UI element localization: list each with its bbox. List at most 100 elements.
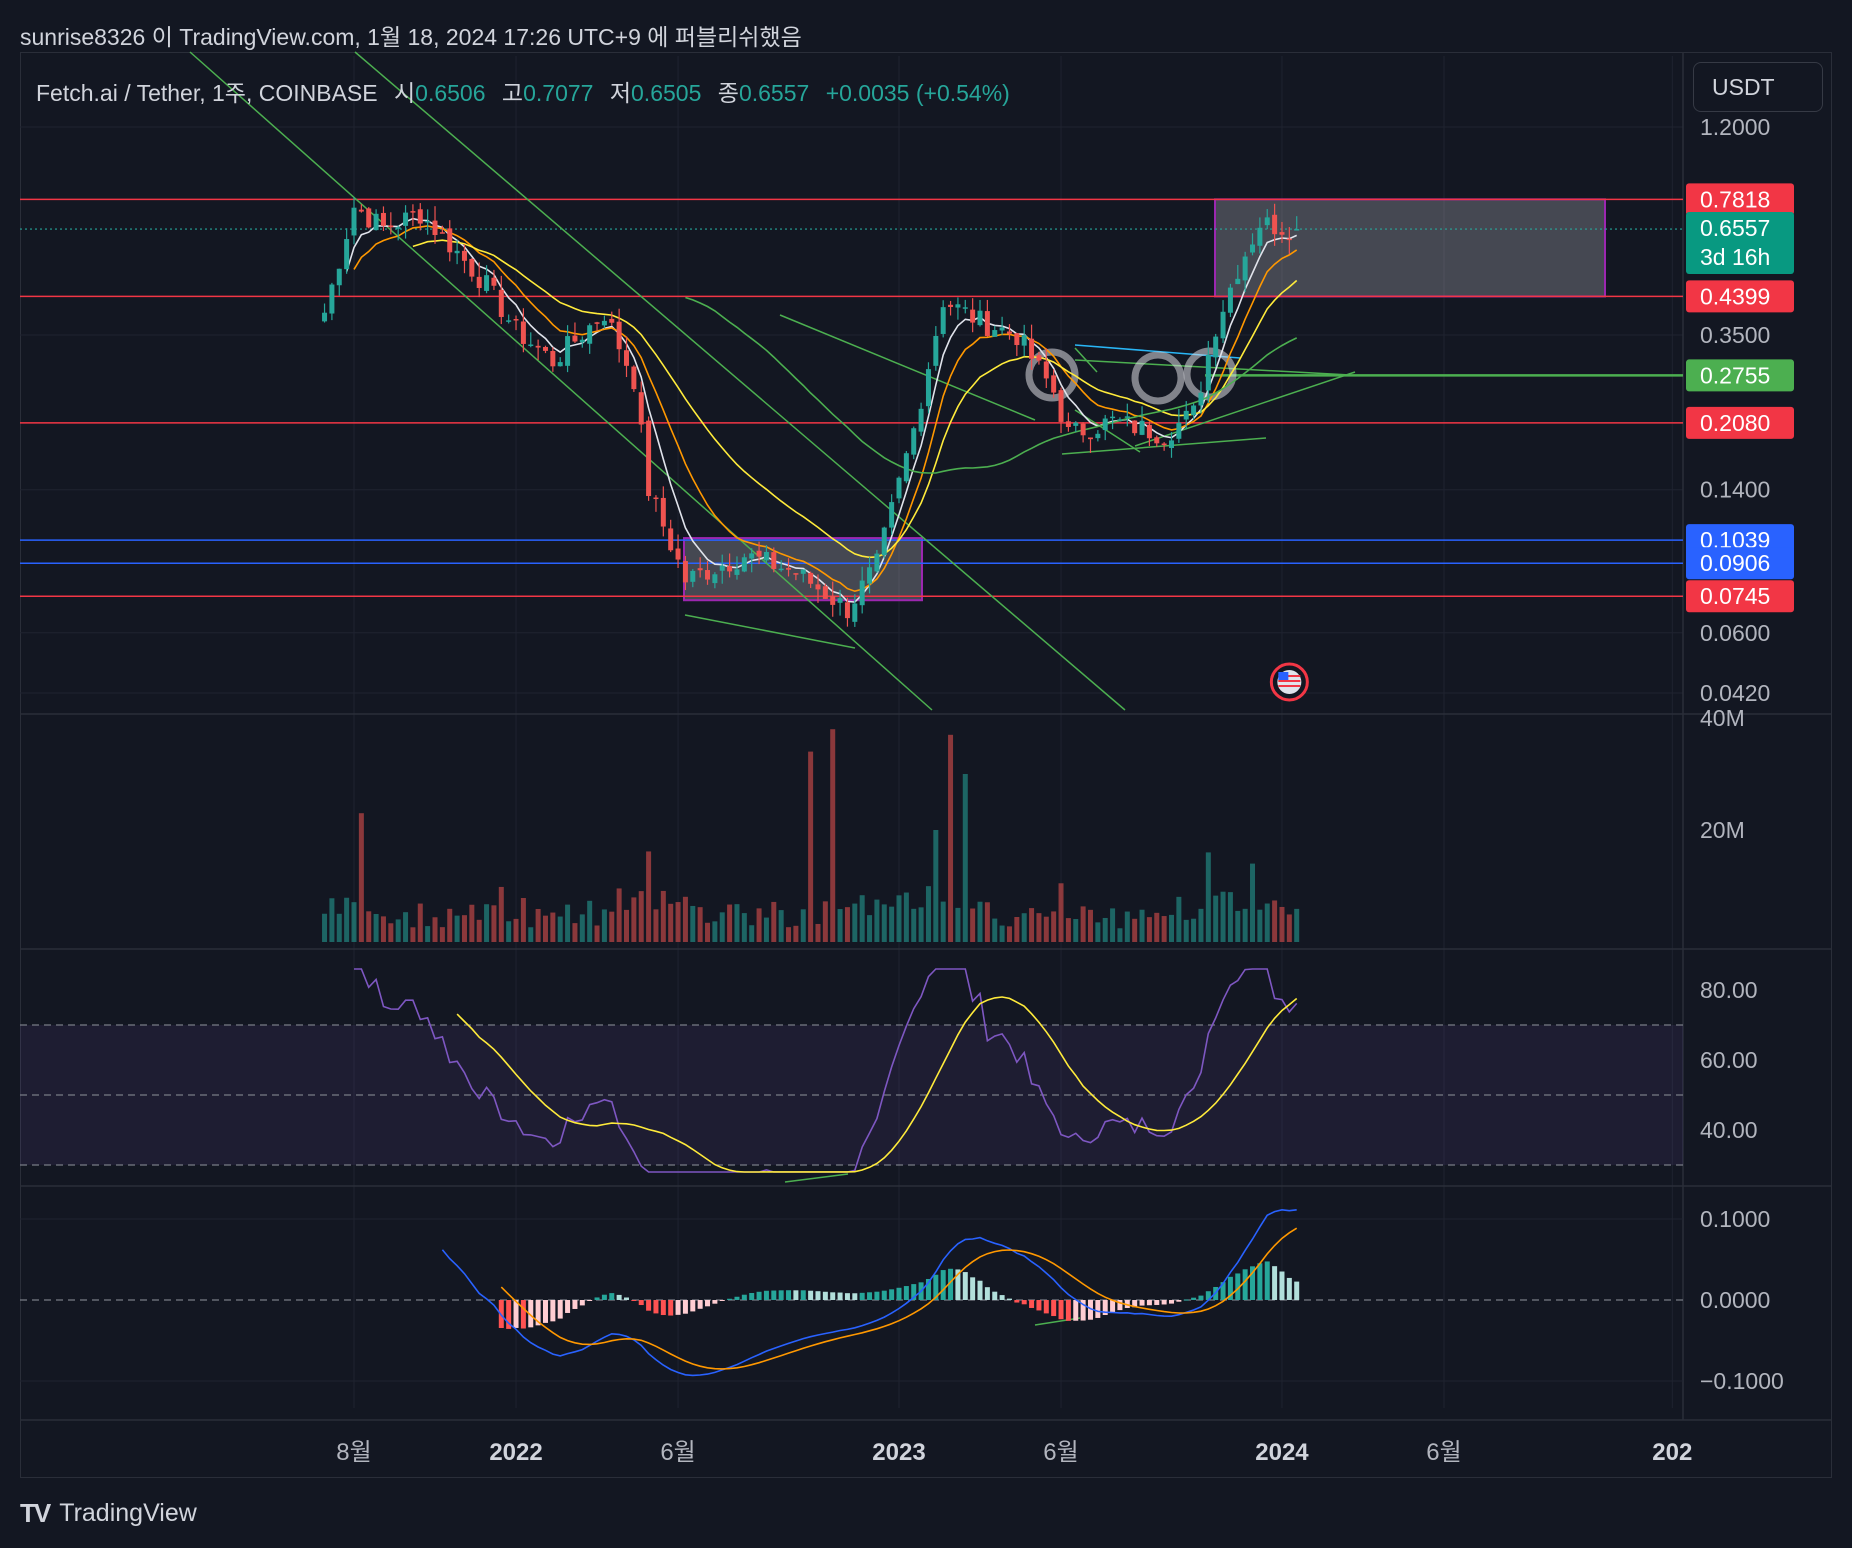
candle-body: [587, 325, 593, 344]
volume-bar: [1006, 926, 1012, 942]
price-label-countdown: 3d 16h: [1700, 244, 1770, 270]
macd-histogram-bar: [587, 1300, 593, 1301]
candle-body: [425, 220, 431, 223]
macd-histogram-bar: [771, 1290, 777, 1300]
candle-body: [454, 250, 460, 254]
volume-bar: [1043, 916, 1049, 942]
macd-histogram-bar: [1279, 1271, 1285, 1300]
candle-body: [1227, 287, 1233, 313]
candle-body: [410, 211, 416, 213]
macd-histogram-bar: [844, 1293, 850, 1300]
candle-body: [520, 321, 526, 344]
candle-body: [1029, 338, 1035, 359]
currency-button[interactable]: USDT: [1693, 62, 1823, 112]
volume-bar: [1095, 922, 1101, 942]
macd-histogram-bar: [867, 1292, 873, 1300]
volume-bar: [1205, 852, 1211, 942]
candle-body: [638, 392, 644, 425]
macd-histogram-bar: [749, 1292, 755, 1300]
macd-histogram-bar: [734, 1296, 740, 1300]
macd-histogram-bar: [999, 1295, 1005, 1300]
volume-bar: [653, 909, 659, 942]
candle-body: [940, 307, 946, 334]
candle-body: [380, 212, 386, 226]
candle-body: [572, 335, 578, 342]
volume-bar: [837, 909, 843, 942]
volume-bar: [616, 888, 622, 942]
volume-bar: [1073, 919, 1079, 942]
close-label: 종: [717, 80, 739, 106]
candle-body: [616, 321, 622, 350]
macd-histogram-bar: [1227, 1276, 1233, 1300]
candle-body: [1272, 214, 1278, 235]
volume-bar: [1058, 883, 1064, 942]
candle-body: [344, 239, 350, 270]
candle-body: [366, 208, 372, 228]
candle-body: [1110, 416, 1116, 419]
macd-histogram-bar: [970, 1277, 976, 1300]
macd-histogram-bar: [859, 1292, 865, 1300]
macd-histogram-bar: [933, 1274, 939, 1300]
volume-bar: [1250, 863, 1256, 942]
candle-body: [852, 603, 858, 622]
volume-bar: [1139, 909, 1145, 942]
macd-histogram-bar: [697, 1300, 703, 1309]
candle-body: [763, 551, 769, 561]
time-tick-label: 8월: [336, 1439, 371, 1466]
volume-bar: [682, 896, 688, 942]
volume-bar: [984, 902, 990, 942]
trend-line: [1074, 359, 1351, 376]
price-label-tag: [1686, 406, 1794, 439]
price-tick-label: 0.0600: [1700, 620, 1770, 646]
macd-pane: [20, 1208, 1683, 1382]
candle-body: [1161, 443, 1167, 446]
candle-body: [808, 572, 814, 584]
candle-body: [653, 497, 659, 500]
volume-bar: [425, 926, 431, 942]
ma-long-line: [685, 296, 1298, 474]
candle-body: [601, 320, 607, 326]
candle-body: [1198, 392, 1204, 406]
macd-histogram-bar: [903, 1286, 909, 1300]
volume-bar: [1087, 909, 1093, 942]
macd-histogram-bar: [601, 1294, 607, 1300]
volume-bar: [1176, 896, 1182, 942]
volume-bar: [793, 925, 799, 942]
candle-body: [1006, 331, 1012, 334]
volume-bar: [1102, 917, 1108, 942]
macd-histogram-bar: [1146, 1300, 1152, 1306]
volume-bar: [395, 919, 401, 942]
candle-body: [417, 209, 423, 224]
volume-bar: [358, 813, 364, 942]
macd-histogram-bar: [1176, 1300, 1182, 1302]
candle-body: [999, 327, 1005, 331]
macd-histogram-bar: [1021, 1300, 1027, 1305]
candle-body: [800, 569, 806, 574]
macd-histogram-bar: [1220, 1282, 1226, 1300]
rsi-divergence-line: [784, 1173, 849, 1183]
volume-bar: [771, 901, 777, 942]
symbol-name[interactable]: Fetch.ai / Tether, 1주, COINBASE: [36, 80, 378, 106]
macd-histogram-bar: [1095, 1300, 1101, 1318]
price-label-tag: [1686, 580, 1794, 613]
rsi-ma-line: [456, 996, 1298, 1173]
volume-bar: [719, 912, 725, 942]
macd-histogram-bar: [881, 1290, 887, 1300]
high-value: 0.7077: [523, 80, 594, 106]
footer: TV TradingView: [20, 1498, 197, 1529]
volume-bar: [697, 907, 703, 942]
volume-bar: [329, 898, 335, 942]
macd-histogram-bar: [925, 1278, 931, 1300]
volume-bar: [808, 751, 814, 942]
candle-body: [903, 453, 909, 482]
candle-body: [476, 276, 482, 288]
candle-body: [322, 312, 328, 322]
events: [1269, 662, 1309, 702]
candle-body: [395, 227, 401, 229]
candle-body: [690, 570, 696, 582]
candle-body: [1124, 416, 1130, 418]
volume-bar: [970, 908, 976, 942]
volume-bar: [1286, 914, 1292, 942]
volume-bar: [1235, 910, 1241, 942]
